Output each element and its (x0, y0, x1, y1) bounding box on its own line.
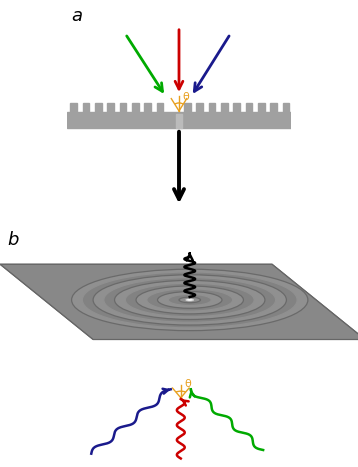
Bar (67, 112, 291, 128)
Bar (156, 103, 163, 112)
Text: b: b (7, 232, 19, 249)
Bar (120, 103, 126, 112)
Ellipse shape (115, 280, 265, 319)
Text: a: a (71, 7, 82, 25)
Ellipse shape (158, 291, 222, 308)
Ellipse shape (168, 294, 211, 305)
Polygon shape (0, 264, 358, 340)
Ellipse shape (179, 297, 200, 303)
Ellipse shape (104, 277, 276, 322)
Ellipse shape (125, 283, 254, 317)
Bar (144, 103, 151, 112)
Bar (209, 103, 215, 112)
Bar (70, 103, 77, 112)
Text: θ: θ (182, 92, 189, 101)
Ellipse shape (72, 269, 308, 331)
Bar (258, 103, 265, 112)
Bar (270, 103, 277, 112)
Bar (107, 103, 114, 112)
Bar (83, 103, 90, 112)
Ellipse shape (136, 286, 243, 314)
Bar (246, 103, 252, 112)
Ellipse shape (93, 275, 286, 325)
Bar (184, 103, 191, 112)
Bar (196, 103, 203, 112)
Bar (233, 103, 240, 112)
Bar (221, 103, 228, 112)
Text: θ: θ (184, 379, 191, 389)
Bar (176, 113, 182, 128)
Bar (95, 103, 102, 112)
Ellipse shape (147, 289, 233, 311)
Ellipse shape (82, 272, 297, 328)
Bar (132, 103, 139, 112)
Bar (282, 103, 289, 112)
Ellipse shape (186, 299, 194, 301)
